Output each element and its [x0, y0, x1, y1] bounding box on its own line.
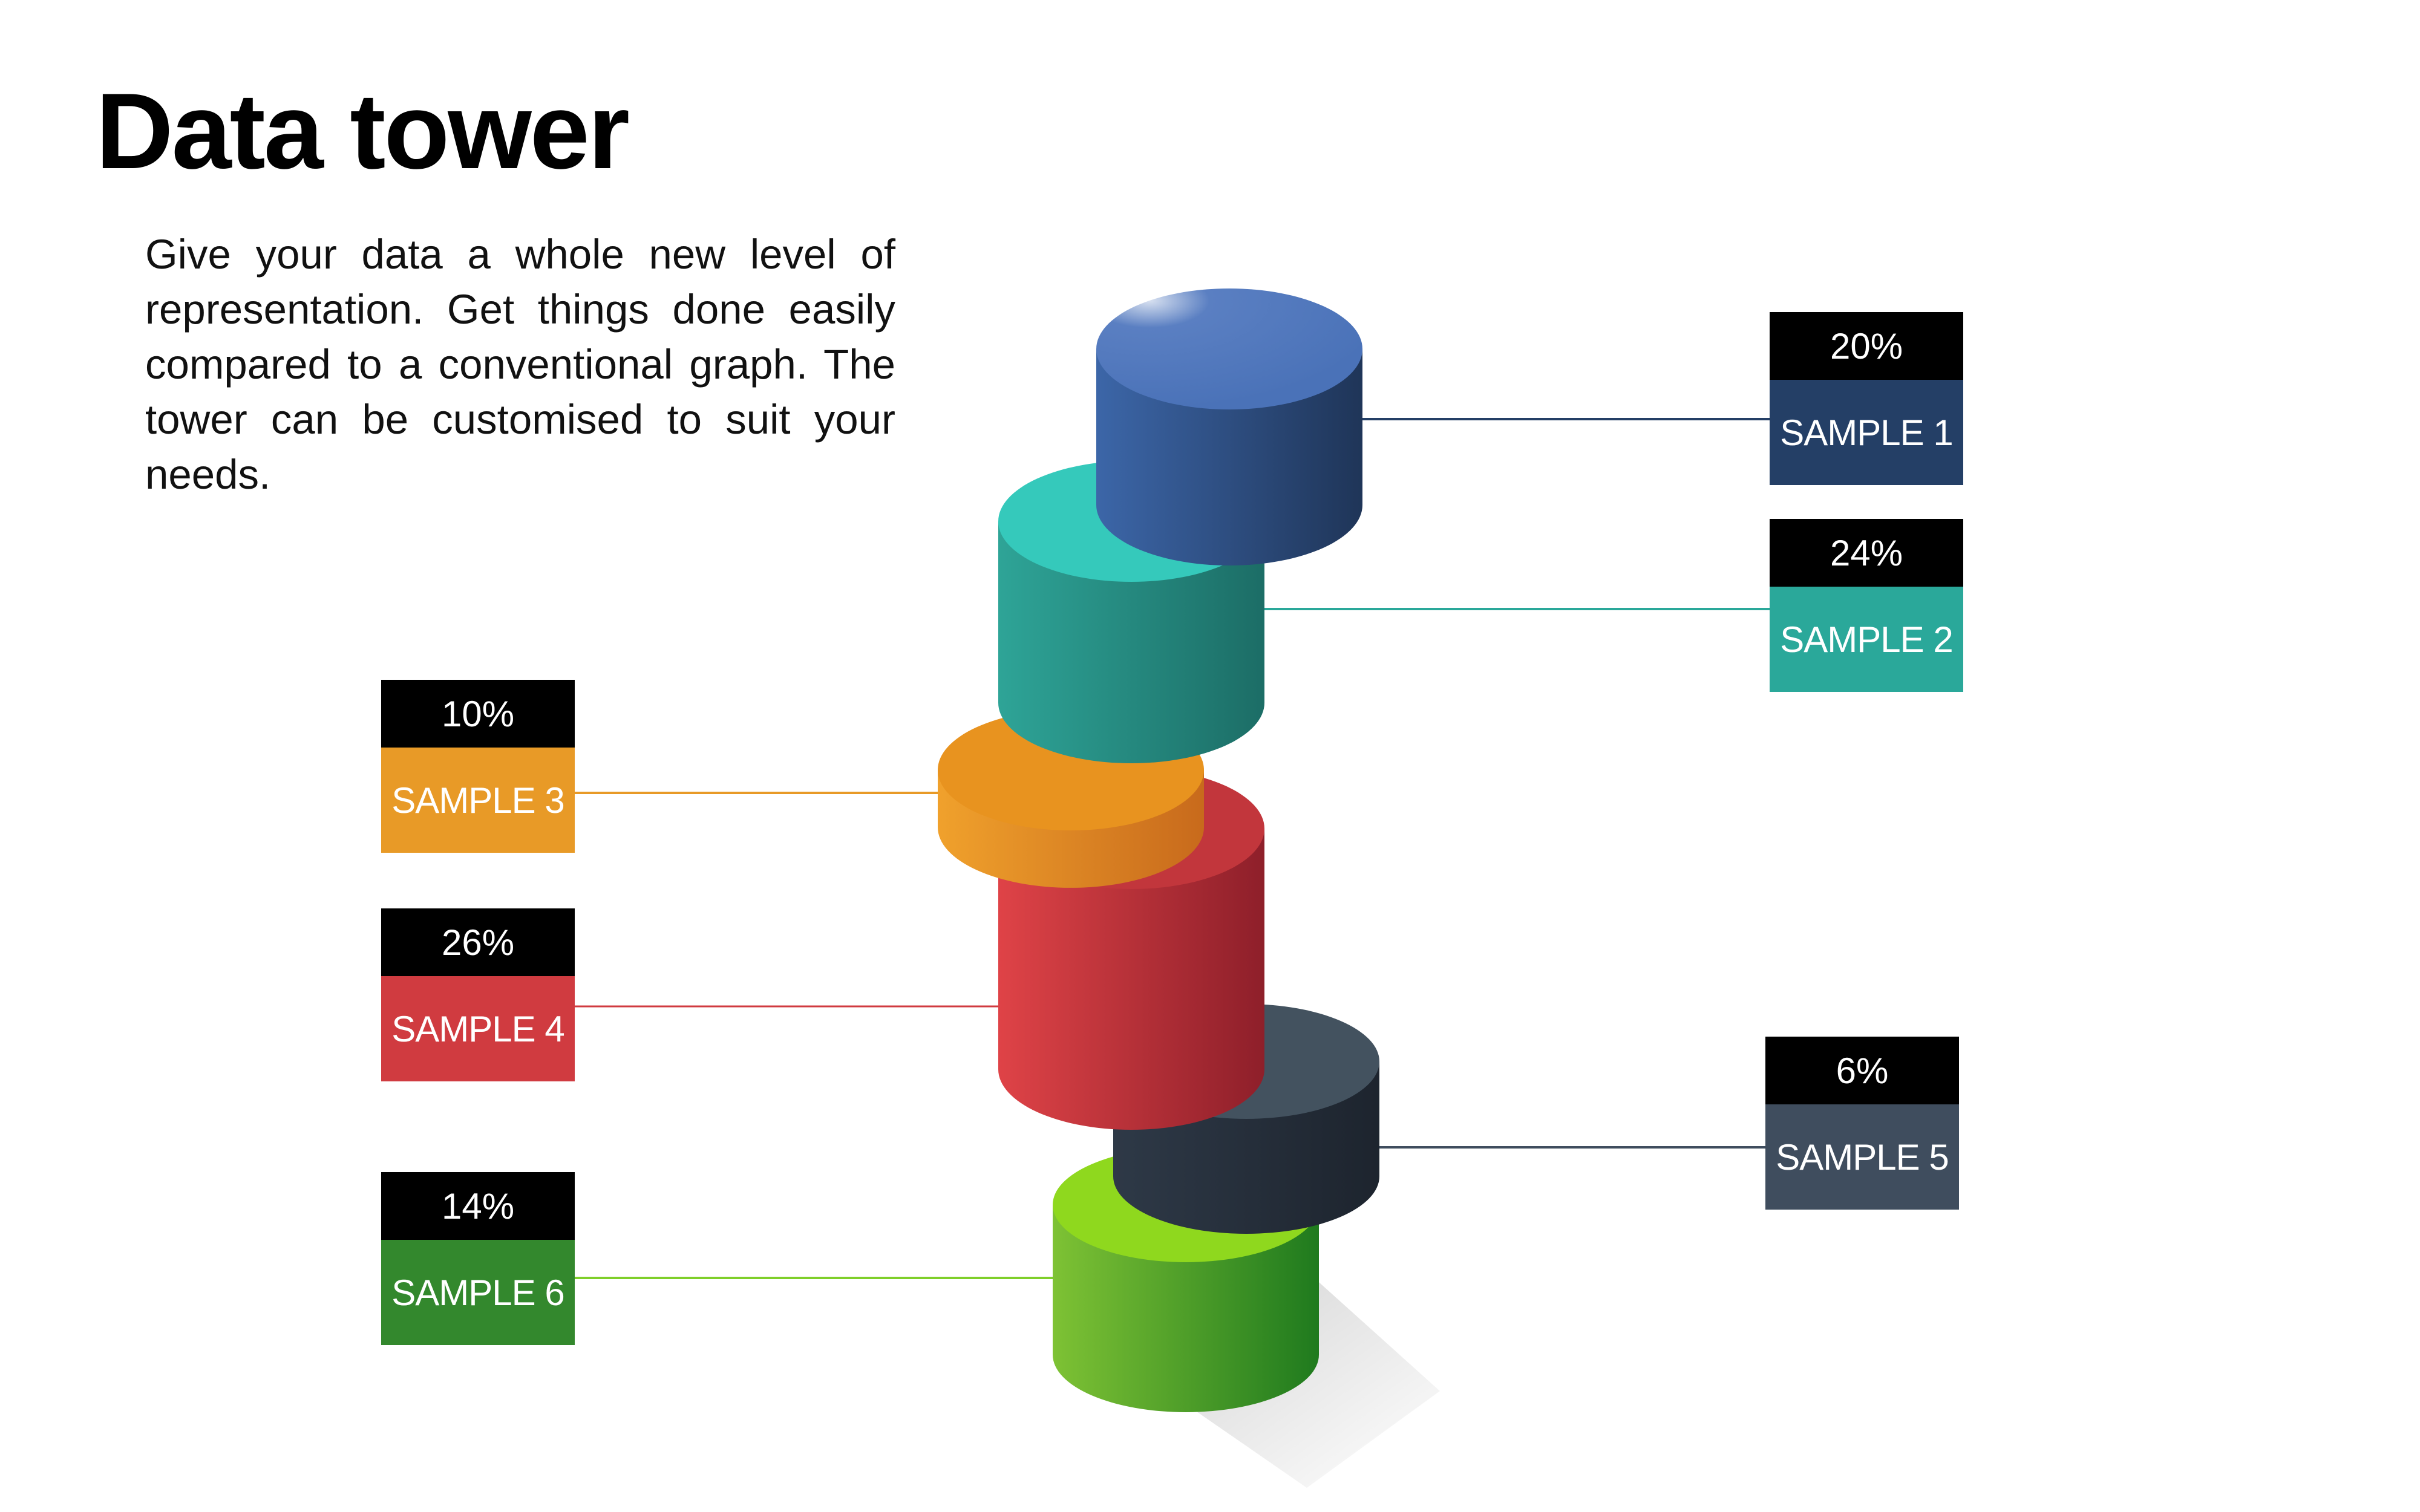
name-sample-2: SAMPLE 2: [1770, 587, 1963, 692]
label-sample-3: 10% SAMPLE 3: [381, 680, 575, 853]
name-sample-5: SAMPLE 5: [1765, 1104, 1959, 1210]
name-sample-3: SAMPLE 3: [381, 748, 575, 853]
percent-sample-4: 26%: [381, 908, 575, 976]
name-sample-4: SAMPLE 4: [381, 976, 575, 1081]
name-sample-1: SAMPLE 1: [1770, 380, 1963, 485]
name-sample-6: SAMPLE 6: [381, 1240, 575, 1345]
label-sample-2: 24% SAMPLE 2: [1770, 519, 1963, 692]
description-text: Give your data a whole new level of repr…: [145, 231, 895, 498]
label-sample-1: 20% SAMPLE 1: [1770, 312, 1963, 485]
page-title: Data tower: [96, 71, 630, 191]
percent-sample-3: 10%: [381, 680, 575, 748]
label-sample-5: 6% SAMPLE 5: [1765, 1037, 1959, 1210]
label-sample-4: 26% SAMPLE 4: [381, 908, 575, 1081]
percent-sample-2: 24%: [1770, 519, 1963, 587]
label-sample-6: 14% SAMPLE 6: [381, 1172, 575, 1345]
percent-sample-6: 14%: [381, 1172, 575, 1240]
cylinder-sample-1: [1096, 288, 1362, 565]
percent-sample-5: 6%: [1765, 1037, 1959, 1104]
percent-sample-1: 20%: [1770, 312, 1963, 380]
